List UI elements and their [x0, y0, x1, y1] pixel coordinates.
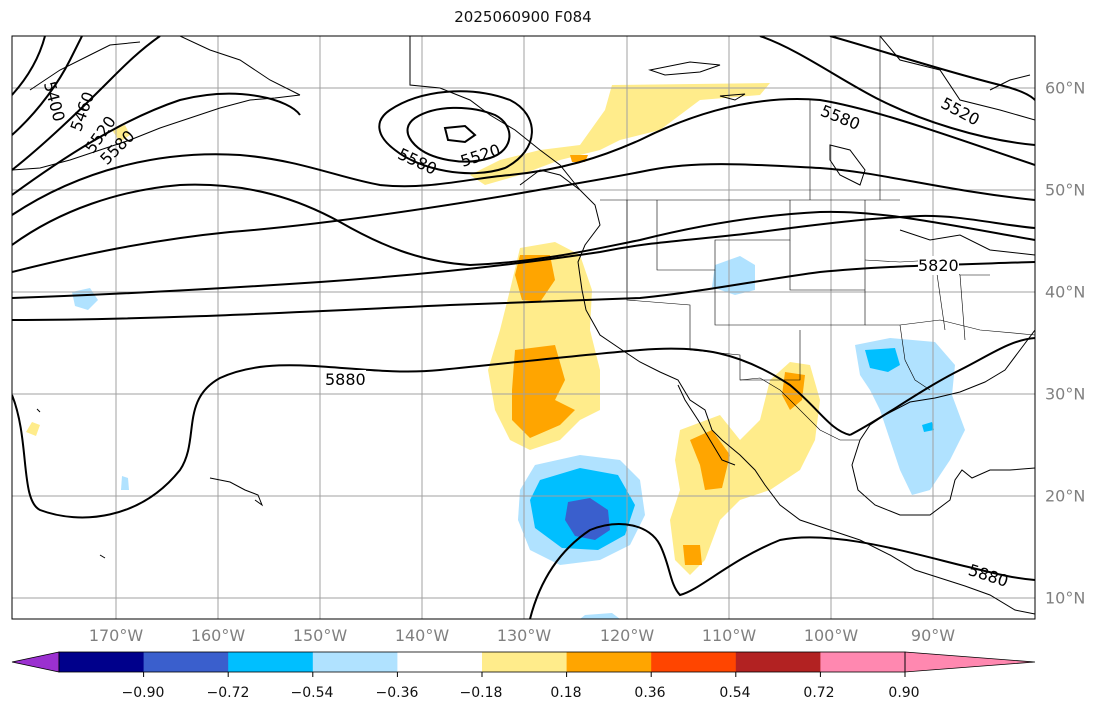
- lat-label: 60°N: [1045, 78, 1086, 98]
- negative-anomaly-core: [922, 422, 934, 432]
- map-title: 2025060900 F084: [454, 8, 592, 26]
- lon-label: 140°W: [394, 626, 450, 645]
- colorbar-segment: [820, 652, 906, 672]
- positive-anomaly-region: [26, 422, 40, 436]
- lat-label: 40°N: [1045, 282, 1086, 302]
- lon-label: 150°W: [292, 626, 348, 645]
- negative-anomaly-region: [580, 613, 620, 619]
- positive-anomaly-core: [782, 372, 805, 410]
- colorbar-tick-label: 0.72: [803, 685, 835, 701]
- graticule: [12, 36, 1035, 619]
- colorbar: [11, 651, 1036, 677]
- political-borders: [600, 36, 1035, 441]
- colorbar-tick-label: 0.18: [550, 685, 582, 701]
- colorbar-segment: [735, 652, 821, 672]
- map-frame: [11, 35, 1036, 620]
- positive-anomaly-core: [512, 345, 575, 438]
- lat-label: 50°N: [1045, 180, 1086, 200]
- colorbar-segment: [397, 652, 483, 672]
- colorbar-segment: [312, 652, 398, 672]
- colorbar-extend-high: [904, 651, 1036, 673]
- positive-anomaly-region: [670, 362, 820, 575]
- colorbar-segment: [651, 652, 737, 672]
- anomaly-shading: [26, 83, 965, 619]
- positive-anomaly-region: [470, 83, 770, 185]
- lon-label: 110°W: [701, 626, 757, 645]
- lon-label: 100°W: [803, 626, 859, 645]
- negative-anomaly-region: [855, 338, 965, 495]
- positive-anomaly-core: [683, 545, 702, 565]
- colorbar-extend-low: [11, 651, 60, 673]
- colorbar-tick-label: 0.90: [888, 685, 920, 701]
- colorbar-tick-label: 0.54: [719, 685, 751, 701]
- lon-label: 130°W: [496, 626, 552, 645]
- negative-anomaly-core: [865, 348, 900, 372]
- colorbar-tick-label: −0.54: [290, 685, 334, 701]
- height-contours: [12, 36, 1035, 619]
- colorbar-segment: [59, 652, 145, 672]
- colorbar-segment: [228, 652, 314, 672]
- negative-anomaly-region: [72, 288, 98, 310]
- colorbar-tick-label: −0.72: [206, 685, 250, 701]
- negative-anomaly-core: [565, 498, 610, 540]
- contour-label: 5820: [918, 256, 959, 275]
- lon-label: 160°W: [190, 626, 246, 645]
- lat-label: 30°N: [1045, 384, 1086, 404]
- colorbar-segment: [482, 652, 568, 672]
- lat-label: 20°N: [1045, 486, 1086, 506]
- lon-label: 120°W: [599, 626, 655, 645]
- positive-anomaly-core: [690, 430, 730, 490]
- colorbar-tick-label: −0.90: [121, 685, 165, 701]
- colorbar-tick-label: 0.36: [634, 685, 666, 701]
- colorbar-tick-label: −0.18: [459, 685, 503, 701]
- lon-label: 170°W: [88, 626, 144, 645]
- colorbar-segment: [143, 652, 229, 672]
- colorbar-tick-label: −0.36: [375, 685, 419, 701]
- negative-anomaly-region: [121, 476, 129, 490]
- colorbar-segment: [566, 652, 652, 672]
- negative-anomaly-region: [712, 256, 755, 295]
- lon-label: 90°W: [910, 626, 956, 645]
- lat-label: 10°N: [1045, 588, 1086, 608]
- contour-label: 5880: [325, 370, 366, 389]
- positive-anomaly-core: [515, 255, 555, 302]
